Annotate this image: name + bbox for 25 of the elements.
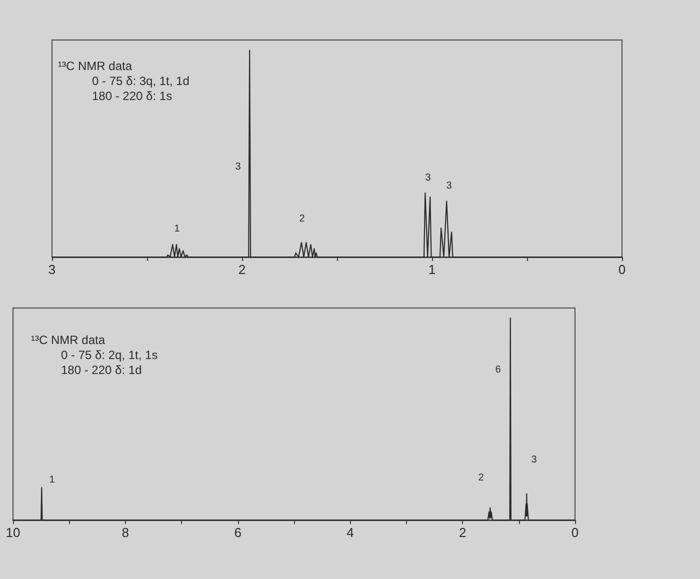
annotation: 2 (478, 472, 484, 484)
annotation: 3 (425, 172, 432, 184)
annotation: 180 - 220 δ: 1s (92, 89, 172, 103)
annotation: 3 (446, 180, 452, 192)
x-tick-label: 0 (618, 262, 626, 277)
x-tick-label: 3 (48, 262, 56, 277)
x-tick-label: 6 (234, 525, 242, 540)
annotation: 3 (235, 162, 242, 172)
x-tick-label: 1 (428, 262, 436, 277)
annotation: 6 (495, 364, 502, 376)
annotation: 2 (299, 214, 306, 224)
annotation: 0 - 75 δ: 3q, 1t, 1d (92, 74, 190, 88)
annotation: ¹³C NMR data (31, 333, 106, 347)
x-tick-label: 2 (238, 262, 246, 277)
annotation: 1 (49, 474, 56, 486)
x-tick-label: 8 (122, 525, 130, 540)
annotation: ¹³C NMR data (58, 59, 132, 73)
x-tick-label: 2 (458, 525, 466, 540)
annotation: 3 (531, 454, 538, 466)
x-tick-label: 0 (571, 525, 579, 540)
annotation: 0 - 75 δ: 2q, 1t, 1s (61, 348, 158, 362)
annotation: 180 - 220 δ: 1d (61, 363, 142, 377)
annotation: 1 (174, 224, 180, 234)
x-tick-label: 4 (346, 525, 354, 540)
x-tick-label: 10 (6, 525, 20, 540)
